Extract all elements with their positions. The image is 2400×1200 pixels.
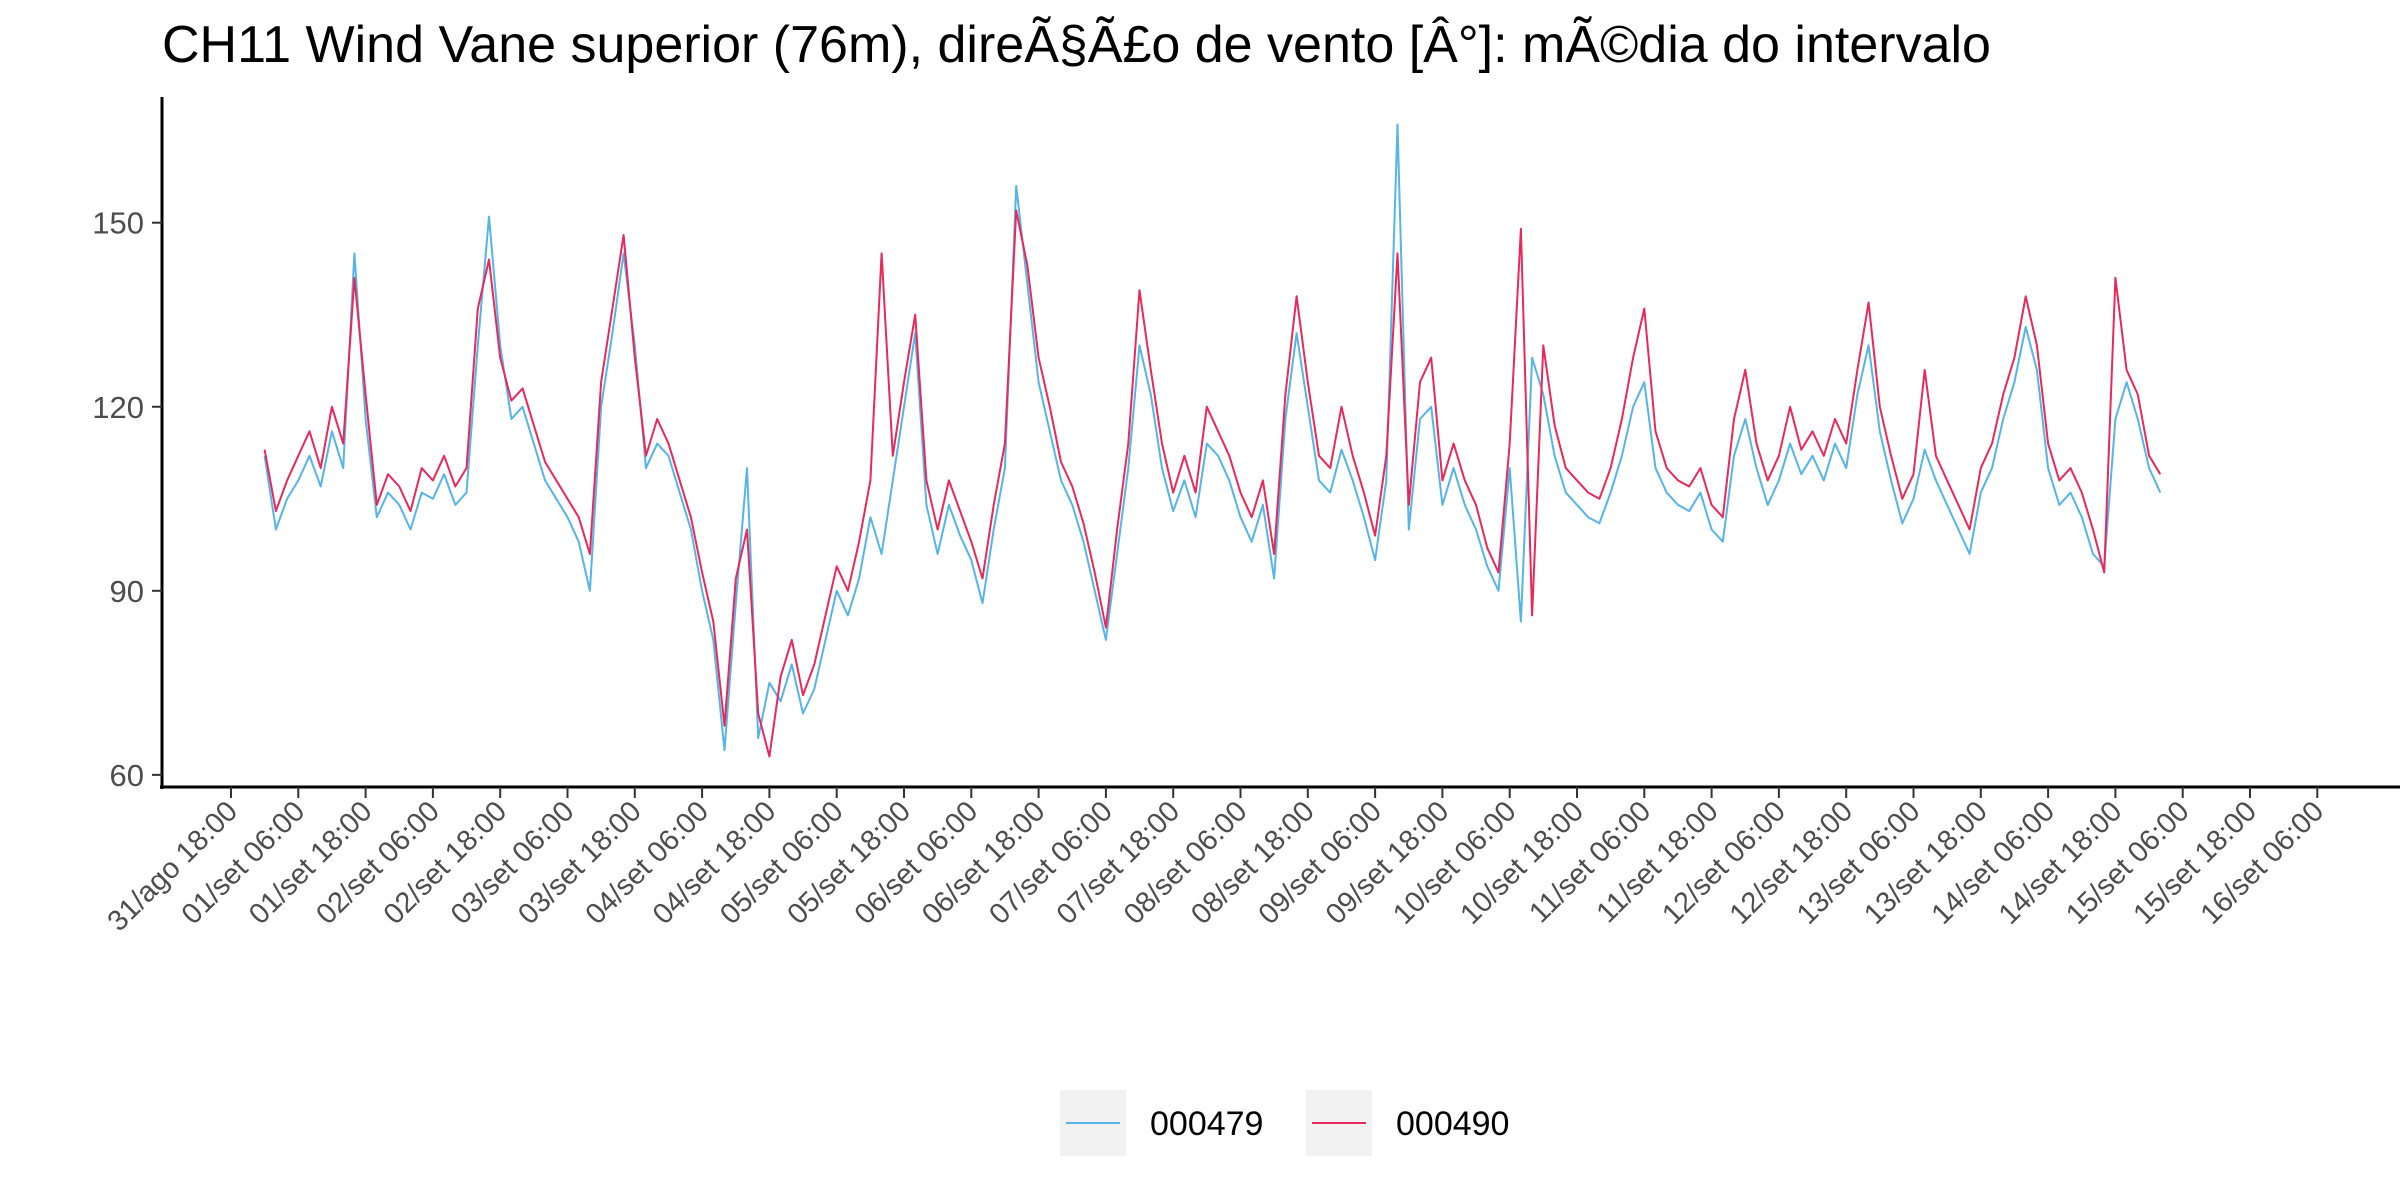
chart-title: CH11 Wind Vane superior (76m), direÃ§Ã£o…	[162, 16, 1991, 74]
legend-item-000479[interactable]: 000479	[1060, 1090, 1263, 1156]
y-tick-label: 90	[110, 574, 144, 609]
y-tick-label: 60	[110, 758, 144, 793]
series-line-000479	[263, 123, 2162, 752]
y-tick-label: 120	[92, 390, 144, 425]
legend-label-000479: 000479	[1150, 1105, 1263, 1143]
legend-item-000490[interactable]: 000490	[1306, 1090, 1509, 1156]
series-layer	[263, 123, 2162, 758]
legend: 000479 000490	[1060, 1090, 1509, 1156]
legend-label-000490: 000490	[1396, 1105, 1509, 1143]
series-line-000490	[263, 209, 2162, 758]
y-tick-label: 150	[92, 206, 144, 241]
y-axis-ticks: 60 90 120 150	[92, 206, 162, 793]
